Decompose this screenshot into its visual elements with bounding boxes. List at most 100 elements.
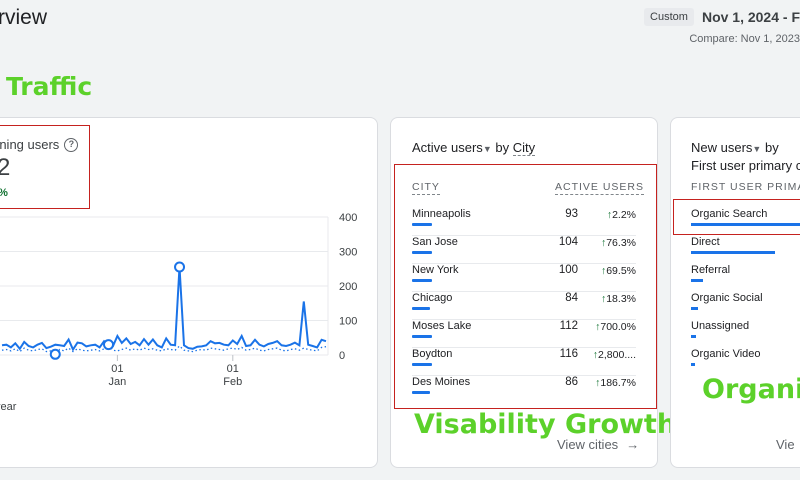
- arrow-up-icon: ↑: [595, 377, 601, 389]
- row-bar: [691, 307, 698, 310]
- dropdown-arrow-icon: ▼: [482, 144, 492, 154]
- list-item[interactable]: Organic Social: [691, 292, 800, 320]
- chart-point: [174, 261, 186, 273]
- x-tick-month: Jan: [109, 376, 127, 388]
- row-divider: [412, 235, 636, 236]
- change-value: ↑18.3%: [601, 293, 636, 305]
- dimension-selector[interactable]: City: [512, 140, 536, 156]
- city-name: San Jose: [412, 236, 458, 248]
- metric-label-text: rning users: [0, 137, 60, 152]
- change-text: 18.3%: [606, 293, 636, 305]
- x-tick-day: 01: [111, 363, 123, 375]
- channel-name: Referral: [691, 264, 731, 276]
- active-users-value: 86: [565, 376, 578, 388]
- table-row[interactable]: Des Moines 86 ↑186.7%: [412, 376, 636, 404]
- change-text: 76.3%: [606, 237, 636, 249]
- table-row[interactable]: Boydton 116 ↑2,800....: [412, 348, 636, 376]
- arrow-up-icon: ↑: [600, 237, 607, 249]
- compare-text: Compare: Nov 1, 2023: [689, 33, 800, 45]
- metric-change: 8%: [0, 187, 8, 199]
- list-item[interactable]: Direct: [691, 236, 800, 264]
- series-current-line: [1, 266, 327, 352]
- change-text: 700.0%: [600, 321, 636, 333]
- col-head-first-user[interactable]: FIRST USER PRIMA...: [691, 181, 800, 193]
- arrow-up-icon: ↑: [600, 293, 607, 305]
- change-value: ↑2.2%: [607, 209, 636, 221]
- new-users-dimension[interactable]: First user primary c: [691, 158, 800, 173]
- row-bar: [691, 335, 696, 338]
- x-tick-day: 01: [227, 363, 239, 375]
- chart-highlight-points: [49, 261, 186, 360]
- by-text: by: [495, 140, 510, 155]
- annotation-visibility: Visability Growth: [414, 409, 677, 440]
- metric-value: 2: [0, 154, 11, 181]
- y-tick-label: 400: [339, 212, 357, 224]
- channel-name: Organic Social: [691, 292, 763, 304]
- chart-legend-year: year: [0, 401, 17, 413]
- custom-chip: Custom: [644, 8, 694, 26]
- by-text: by: [764, 140, 779, 155]
- arrow-up-icon: ↑: [600, 265, 607, 277]
- arrow-up-icon: ↑: [595, 321, 601, 333]
- view-cities-link[interactable]: View cities →: [557, 437, 639, 452]
- y-tick-label: 300: [339, 247, 357, 259]
- traffic-card: [0, 117, 378, 468]
- list-item[interactable]: Referral: [691, 264, 800, 292]
- arrow-up-icon: ↑: [606, 209, 613, 221]
- channel-name: Direct: [691, 236, 720, 248]
- list-item[interactable]: Unassigned: [691, 320, 800, 348]
- metric-dropdown[interactable]: Active users▼: [412, 140, 492, 155]
- metric-dropdown-new-users[interactable]: New users▼: [691, 140, 761, 155]
- change-value: ↑700.0%: [595, 321, 636, 333]
- active-users-value: 112: [559, 320, 578, 332]
- x-tick-month: Feb: [223, 376, 242, 388]
- y-tick-label: 100: [339, 316, 357, 328]
- col-head-active-users[interactable]: ACTIVE USERS: [555, 181, 645, 195]
- metric-label[interactable]: rning users ?: [0, 137, 79, 152]
- view-link-new-users[interactable]: Vie: [776, 437, 795, 452]
- new-users-card: [670, 117, 800, 468]
- row-bar: [691, 279, 703, 282]
- chart-grid: [0, 216, 329, 356]
- annotation-traffic: Traffic: [6, 72, 93, 101]
- row-divider: [412, 375, 636, 376]
- change-value: ↑186.7%: [595, 377, 636, 389]
- city-name: Boydton: [412, 348, 453, 360]
- city-name: Minneapolis: [412, 208, 471, 220]
- date-range-text[interactable]: Nov 1, 2024 - F: [701, 9, 800, 25]
- city-name: Des Moines: [412, 376, 471, 388]
- chart-point: [103, 339, 115, 351]
- row-bar: [412, 391, 430, 394]
- table-row[interactable]: Chicago 84 ↑18.3%: [412, 292, 636, 320]
- table-row[interactable]: San Jose 104 ↑76.3%: [412, 236, 636, 264]
- change-text: 2,800....: [598, 349, 636, 361]
- list-item[interactable]: Organic Video: [691, 348, 800, 376]
- table-row[interactable]: Minneapolis 93 ↑2.2%: [412, 208, 636, 236]
- annotation-organic: Organic: [702, 374, 800, 405]
- change-value: ↑2,800....: [593, 349, 636, 361]
- row-bar: [691, 363, 695, 366]
- new-users-card-title: New users▼ by: [691, 140, 779, 155]
- chart-y-ticks: 0 100 200 300 400: [339, 212, 357, 362]
- help-icon[interactable]: ?: [64, 137, 79, 152]
- table-row[interactable]: Moses Lake 112 ↑700.0%: [412, 320, 636, 348]
- city-card-title: Active users▼ by City: [412, 140, 536, 156]
- row-bar: [412, 251, 432, 254]
- list-item[interactable]: Organic Search: [691, 208, 800, 236]
- table-row[interactable]: New York 100 ↑69.5%: [412, 264, 636, 292]
- row-divider: [412, 347, 636, 348]
- active-users-value: 100: [558, 264, 578, 276]
- series-previous-year-line: [1, 343, 327, 356]
- active-users-value: 93: [565, 208, 578, 220]
- row-divider: [412, 319, 636, 320]
- row-bar: [691, 251, 775, 254]
- col-head-city[interactable]: CITY: [412, 181, 440, 195]
- change-text: 2.2%: [612, 209, 636, 221]
- y-tick-label: 200: [339, 281, 357, 293]
- row-bar: [412, 363, 432, 366]
- date-range-picker[interactable]: Custom Nov 1, 2024 - F Compare: Nov 1, 2…: [644, 8, 800, 45]
- change-value: ↑76.3%: [601, 237, 636, 249]
- dropdown-arrow-icon: ▼: [752, 144, 762, 154]
